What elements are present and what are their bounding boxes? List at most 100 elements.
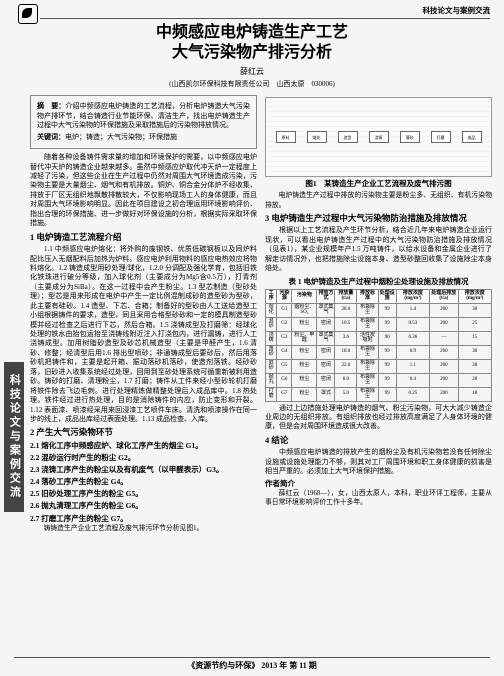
section-2: 2 产生大气污染物环节 xyxy=(30,427,257,438)
table-cell: 20 xyxy=(458,373,491,387)
table-cell: G1 xyxy=(277,303,292,317)
table-row: 熔化G1烟粉尘、SO₂罩式集气28.0布袋除尘991.420030 xyxy=(266,303,492,317)
table-cell: 99 xyxy=(378,303,396,317)
sub-2-2: 2.2 混砂运行时产生的粉尘 G2。 xyxy=(30,453,257,463)
table-cell: 活性炭吸附 xyxy=(357,331,378,345)
table-cell: 粉尘 xyxy=(292,373,317,387)
sidebar-tab: 科技论文与案例交流 xyxy=(4,362,24,512)
table-cell: 熔化 xyxy=(266,303,277,317)
page-footer: 《资源节约与环保》 2013 年 第 11 期 xyxy=(0,657,504,672)
sub-2-4: 2.4 落砂工序产生的粉尘 G4。 xyxy=(30,477,257,487)
table-header: 排放量(t/a) xyxy=(335,289,357,303)
footer-rule xyxy=(14,657,490,658)
table-cell: 1.1 xyxy=(396,359,429,373)
table-cell: 粉尘 xyxy=(292,317,317,331)
table-cell: 10.5 xyxy=(335,317,357,331)
table-cell: G7 xyxy=(277,387,292,401)
table-cell: 90 xyxy=(378,331,396,345)
table-cell: 200 xyxy=(430,373,459,387)
table-cell: 22.0 xyxy=(335,359,357,373)
table-cell: 密闭 xyxy=(317,317,335,331)
table-cell: 粉尘、甲醛 xyxy=(292,331,317,345)
abstract-label: 摘 要： xyxy=(37,102,65,110)
figure-paragraph: 电炉铸造生产过程中排放的污染物主要是粉尘多、无组织、有机污染物排放。 xyxy=(265,191,492,209)
table-cell: 粉尘 xyxy=(292,387,317,401)
table-cell: 罩式集气 xyxy=(317,303,335,317)
table-cell: 粉尘 xyxy=(292,345,317,359)
table-cell: 200 xyxy=(430,359,459,373)
abstract-box: 摘 要：介绍中频感应电炉铸造的工艺流程，分析电炉铸造大气污染物产排环节，结合铸造… xyxy=(30,95,257,149)
table-cell: 99 xyxy=(378,387,396,401)
table-header: 排放标准 xyxy=(357,289,378,303)
section-1: 1 电炉铸造工艺流程介绍 xyxy=(30,232,257,243)
flow-node: 原料 xyxy=(276,131,296,143)
table-cell: 1.4 xyxy=(396,303,429,317)
table-cell: 8.0 xyxy=(335,373,357,387)
author-bio-label: 作者简介 xyxy=(265,479,492,489)
table-cell: 28 xyxy=(458,359,491,373)
table-cell: 99 xyxy=(378,373,396,387)
paragraph-3b: 通过上边措施处理电炉铸造的烟气、粉尘污染物，可大大减少铸造企业周边的无组织排放。… xyxy=(265,404,492,432)
table-header: 污染源 xyxy=(277,289,292,303)
flow-node: 造型 xyxy=(338,131,358,143)
table-header: 处理后排放(t/a) xyxy=(430,289,459,303)
running-head: 科技论文与案例交流 xyxy=(0,0,504,16)
table-cell: 浇铸 xyxy=(266,331,277,345)
table-row: 旧砂G5粉尘密闭22.0布袋除尘991.120028 xyxy=(266,359,492,373)
table-cell: 布袋除尘 xyxy=(357,359,378,373)
table-cell: 3.6 xyxy=(335,331,357,345)
sub-2-5: 2.5 旧砂处理工序产生的粉尘 G5。 xyxy=(30,489,257,499)
table-cell: 旧砂 xyxy=(266,359,277,373)
affiliation: (山西凯尔环保科技有限责任公司 山西太原 030006) xyxy=(0,80,504,89)
table-header: 处理设施 xyxy=(378,289,396,303)
table-cell: 30 xyxy=(458,345,491,359)
sub-2-3: 2.3 浇铸工序产生的粉尘以及有机废气（以甲醛表示）G3。 xyxy=(30,465,257,475)
table-cell: 5.0 xyxy=(335,387,357,401)
table-cell: 18 xyxy=(458,387,491,401)
table-cell: 200 xyxy=(430,303,459,317)
paragraph-3: 根据以上工艺流程及产生环节分析，结合近几年来电炉铸造企业运行现状，可以看出电炉铸… xyxy=(265,226,492,273)
table-cell: 0.9 xyxy=(396,345,429,359)
table-cell: 抛丸 xyxy=(266,373,277,387)
table-cell: 200 xyxy=(430,345,459,359)
author-bio: 薛红云（1968—），女，山西太原人，本科，职业环评工程师，主要从事日常环境影响… xyxy=(265,489,492,507)
article-title: 中频感应电炉铸造生产工艺 大气污染物产排污分析 xyxy=(0,23,504,63)
leaf-logo-icon xyxy=(18,4,38,24)
table-cell: 布袋除尘 xyxy=(357,387,378,401)
keywords-label: 关键词： xyxy=(37,133,65,141)
table-cell: 28.0 xyxy=(335,303,357,317)
table-header: 排放浓度(mg/m³) xyxy=(458,289,491,303)
figure-1-caption: 图1 某铸造生产企业工艺流程及废气排污图 xyxy=(265,179,492,189)
table-cell: 密闭 xyxy=(317,373,335,387)
table-cell: G5 xyxy=(277,359,292,373)
table-cell: 密闭 xyxy=(317,359,335,373)
table-cell: 0.53 xyxy=(396,317,429,331)
intro-paragraph: 随着各种设备铸件需求量的增加和环境保护的需要，以中频感应电炉替代冲天炉的铸造企业… xyxy=(30,153,257,229)
para-2-end: 铸铸造生产企业工艺流程及废气排污环节分析见图1。 xyxy=(30,524,257,533)
table-cell: 0.36 xyxy=(396,331,429,345)
figure-1-flowchart: 原料 熔化 造型 浇铸 落砂 打磨 成品 xyxy=(265,97,492,177)
footer-text: 《资源节约与环保》 2013 年 第 11 期 xyxy=(187,661,317,670)
flow-node: 熔化 xyxy=(307,131,327,143)
flow-node: 成品 xyxy=(462,131,482,143)
table-1: 工序污染源污染物排放方式排放量(t/a)排放标准处理设施排放浓度(mg/m³)处… xyxy=(265,289,492,402)
table-cell: 99 xyxy=(378,359,396,373)
abstract-text: 介绍中频感应电炉铸造的工艺流程，分析电炉铸造大气污染物产排环节，结合铸造行业节能… xyxy=(37,102,250,129)
right-column: 原料 熔化 造型 浇铸 落砂 打磨 成品 图1 某铸造生产企业工艺流程及废气排污… xyxy=(265,95,492,533)
header-rule xyxy=(40,18,490,19)
title-line-2: 大气污染物产排污分析 xyxy=(0,43,504,63)
table-cell: G3 xyxy=(277,331,292,345)
table-cell: 布袋除尘 xyxy=(357,345,378,359)
table-cell: 混砂 xyxy=(266,317,277,331)
table-cell: 密闭 xyxy=(317,345,335,359)
table-row: 混砂G2粉尘密闭10.5布袋除尘990.5320025 xyxy=(266,317,492,331)
table-cell: 99 xyxy=(378,317,396,331)
table-row: 落砂G4粉尘密闭18.0布袋除尘990.920030 xyxy=(266,345,492,359)
paragraph-1-1: 1.1 中频感应电炉熔化：将外购的废钢铁、优质低碳钢板以及同炉料配比压入无烟配料… xyxy=(30,245,257,424)
table-cell: 25 xyxy=(458,317,491,331)
table-cell: 30 xyxy=(458,303,491,317)
table-1-caption: 表 1 电炉铸造及生产过程中烟粉尘处理设施及排放情况 xyxy=(265,277,492,287)
table-cell: 18.0 xyxy=(335,345,357,359)
table-cell: G4 xyxy=(277,345,292,359)
paragraph-4: 中频感应电炉铸造的排放产生的烟粉尘及有机污染物若没有任何除尘设施或设施处理能力不… xyxy=(265,448,492,476)
